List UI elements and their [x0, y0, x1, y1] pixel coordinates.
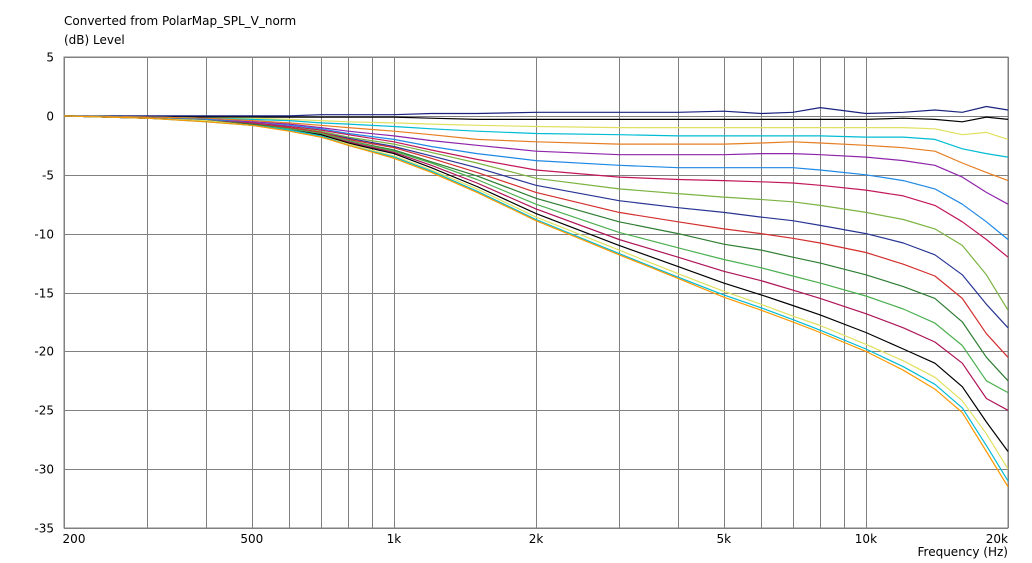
series-line-17	[63, 115, 1009, 482]
series-line-2	[63, 115, 1009, 123]
x-tick-label: 5k	[717, 532, 732, 546]
chart-title: Converted from PolarMap_SPL_V_norm	[64, 14, 296, 28]
series-line-1	[64, 105, 1009, 117]
y-axis-label: (dB) Level	[64, 33, 125, 47]
series-line-6	[63, 115, 1009, 205]
x-tick-label: 1k	[387, 532, 402, 546]
y-tick-label: -20	[34, 345, 54, 359]
series-line-7	[63, 115, 1009, 240]
y-tick-label: -15	[34, 287, 54, 301]
y-tick-labels: 5 0 -5 -10 -15 -20 -25 -30 -35	[34, 51, 54, 536]
x-tick-label: 20k	[986, 532, 1008, 546]
series-line-3	[63, 115, 1009, 140]
series-line-8	[63, 115, 1009, 258]
y-tick-label: 0	[46, 110, 54, 124]
plot-area	[63, 105, 1009, 488]
series-line-18	[63, 115, 1009, 488]
x-tick-labels: 200 500 1k 2k 5k 10k 20k	[63, 532, 1009, 546]
series-line-5	[63, 115, 1009, 182]
series-line-4	[63, 115, 1009, 158]
x-axis-label: Frequency (Hz)	[918, 545, 1009, 559]
x-tick-label: 500	[240, 532, 263, 546]
y-tick-label: -35	[34, 522, 54, 536]
y-tick-label: -5	[42, 169, 54, 183]
y-tick-label: -30	[34, 463, 54, 477]
series-line-13	[63, 115, 1009, 394]
x-tick-label: 10k	[855, 532, 877, 546]
y-tick-label: -25	[34, 404, 54, 418]
x-tick-label: 2k	[529, 532, 544, 546]
y-tick-label: 5	[46, 51, 54, 65]
series-line-11	[63, 115, 1009, 358]
x-tick-label: 200	[63, 532, 86, 546]
y-tick-label: -10	[34, 228, 54, 242]
